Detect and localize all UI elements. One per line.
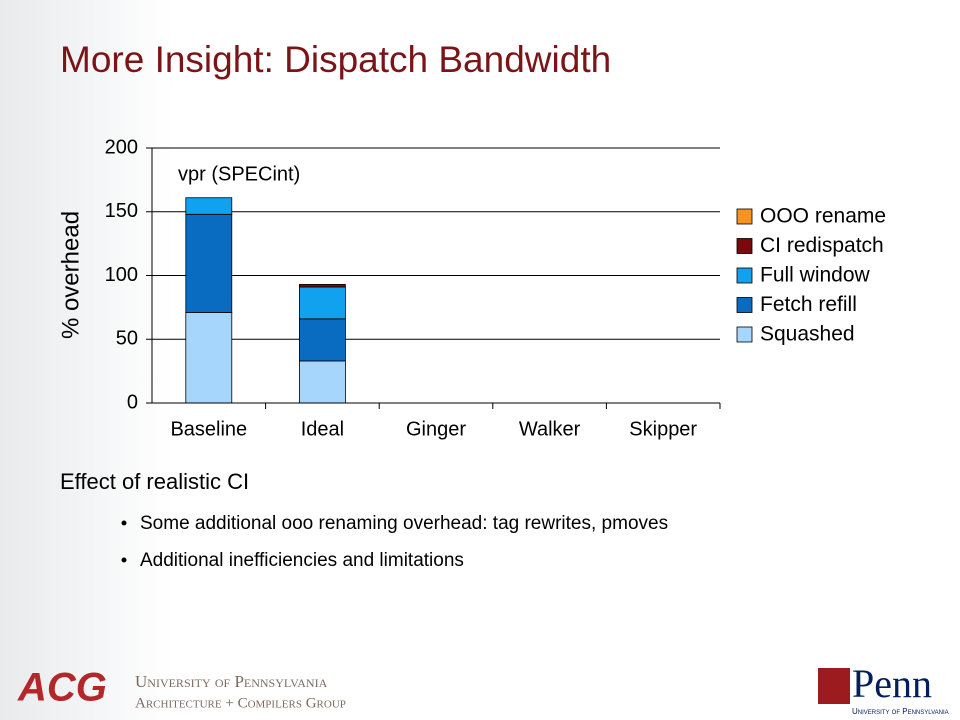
y-tick-label: 200: [105, 136, 138, 158]
x-tick-label: Ideal: [301, 418, 344, 440]
x-tick-label: Ginger: [406, 418, 466, 440]
y-tick-label: 100: [105, 264, 138, 286]
bar-segment: [185, 213, 233, 313]
footer-logo: ACG: [17, 666, 107, 710]
footer-penn: Penn: [852, 661, 932, 706]
chart-annotation: vpr (SPECint): [178, 163, 300, 185]
legend-label: Full window: [760, 264, 871, 287]
bar-segment: [185, 312, 233, 404]
footer-penn-sub: University of Pennsylvania: [852, 707, 949, 716]
x-tick-label: Baseline: [170, 418, 247, 440]
bar-segment: [298, 286, 346, 320]
legend-swatch: [736, 326, 753, 343]
x-tick-label: Walker: [519, 418, 581, 440]
legend-swatch: [736, 267, 753, 284]
y-axis-label: % overhead: [57, 211, 84, 339]
y-tick-label: 0: [127, 391, 138, 413]
x-tick-label: Skipper: [629, 418, 697, 440]
bar-segment: [298, 360, 346, 404]
bar-segment: [298, 284, 346, 288]
penn-shield: [818, 668, 850, 704]
legend-label: CI redispatch: [760, 234, 884, 257]
bullet-dot: [121, 557, 127, 563]
bullet-heading: Effect of realistic CI: [60, 469, 249, 494]
legend-swatch: [736, 208, 753, 225]
y-tick-label: 150: [105, 200, 138, 222]
legend-label: OOO rename: [760, 205, 886, 228]
bullet-item: Some additional ooo renaming overhead: t…: [140, 513, 668, 534]
legend-label: Squashed: [760, 323, 855, 346]
bullet-dot: [121, 520, 127, 526]
legend-label: Fetch refill: [760, 293, 857, 316]
y-tick-label: 50: [116, 328, 138, 350]
bar-segment: [185, 197, 233, 215]
footer-group: Architecture + Compilers Group: [135, 695, 346, 711]
slide-title: More Insight: Dispatch Bandwidth: [60, 39, 611, 80]
legend-swatch: [736, 297, 753, 313]
bar-segment: [298, 318, 346, 362]
legend-swatch: [736, 238, 753, 254]
footer-university: University of Pennsylvania: [135, 672, 328, 691]
bullet-item: Additional inefficiencies and limitation…: [140, 550, 464, 571]
